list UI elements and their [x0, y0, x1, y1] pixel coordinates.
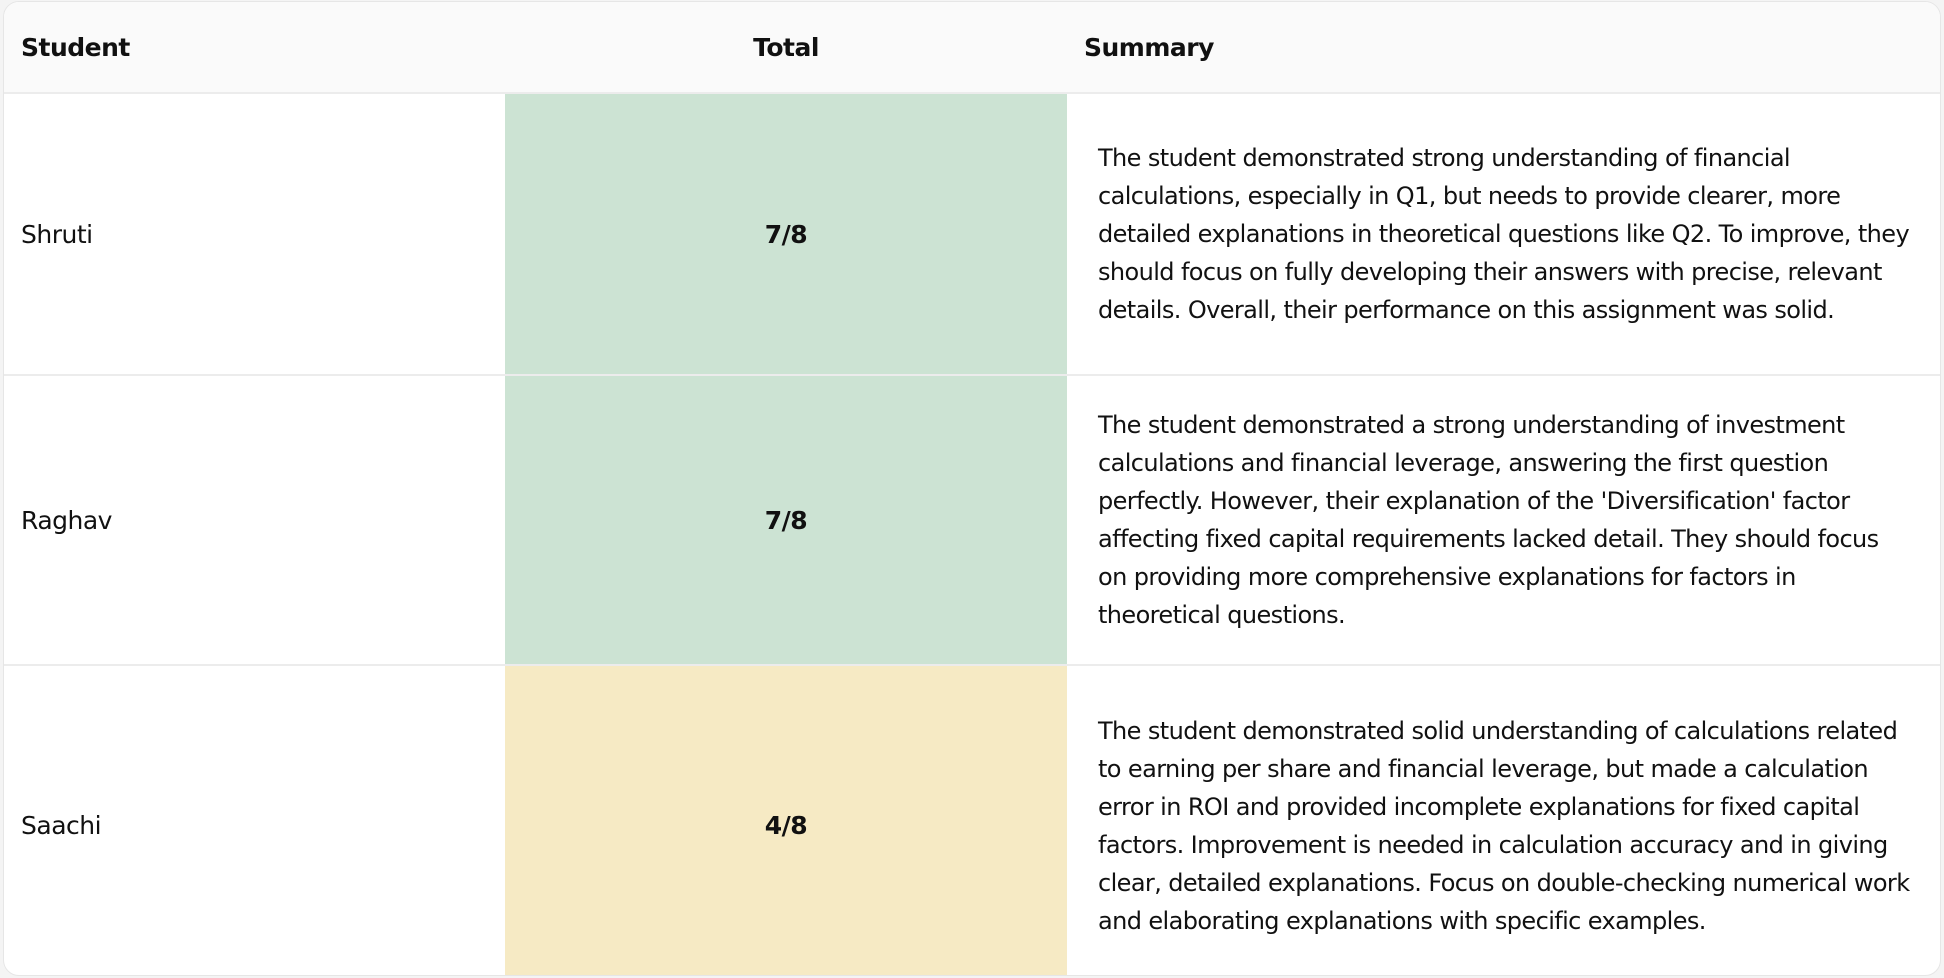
student-name: Saachi	[21, 811, 102, 840]
grades-table-card: Student Total Summary Shruti 7/8 The stu…	[3, 1, 1941, 976]
summary-text: The student demonstrated a strong unders…	[1067, 375, 1940, 666]
header-student[interactable]: Student	[4, 2, 505, 94]
student-name: Shruti	[4, 93, 505, 376]
table-row[interactable]: Shruti 7/8 The student demonstrated stro…	[4, 93, 1940, 376]
student-name: Raghav	[4, 375, 505, 666]
table-row[interactable]: Saachi 4/8 The student demonstrated soli…	[4, 665, 1940, 975]
grades-table: Student Total Summary Shruti 7/8 The stu…	[4, 2, 1940, 975]
header-summary[interactable]: Summary	[1067, 2, 1940, 94]
summary-text: The student demonstrated strong understa…	[1067, 93, 1940, 376]
total-score: 4/8	[505, 665, 1067, 975]
header-total[interactable]: Total	[505, 2, 1067, 94]
total-score: 7/8	[505, 93, 1067, 376]
table-row[interactable]: Raghav 7/8 The student demonstrated a st…	[4, 375, 1940, 666]
total-score: 7/8	[505, 375, 1067, 666]
summary-text: The student demonstrated solid understan…	[1098, 716, 1910, 935]
table-header-row: Student Total Summary	[4, 2, 1940, 94]
